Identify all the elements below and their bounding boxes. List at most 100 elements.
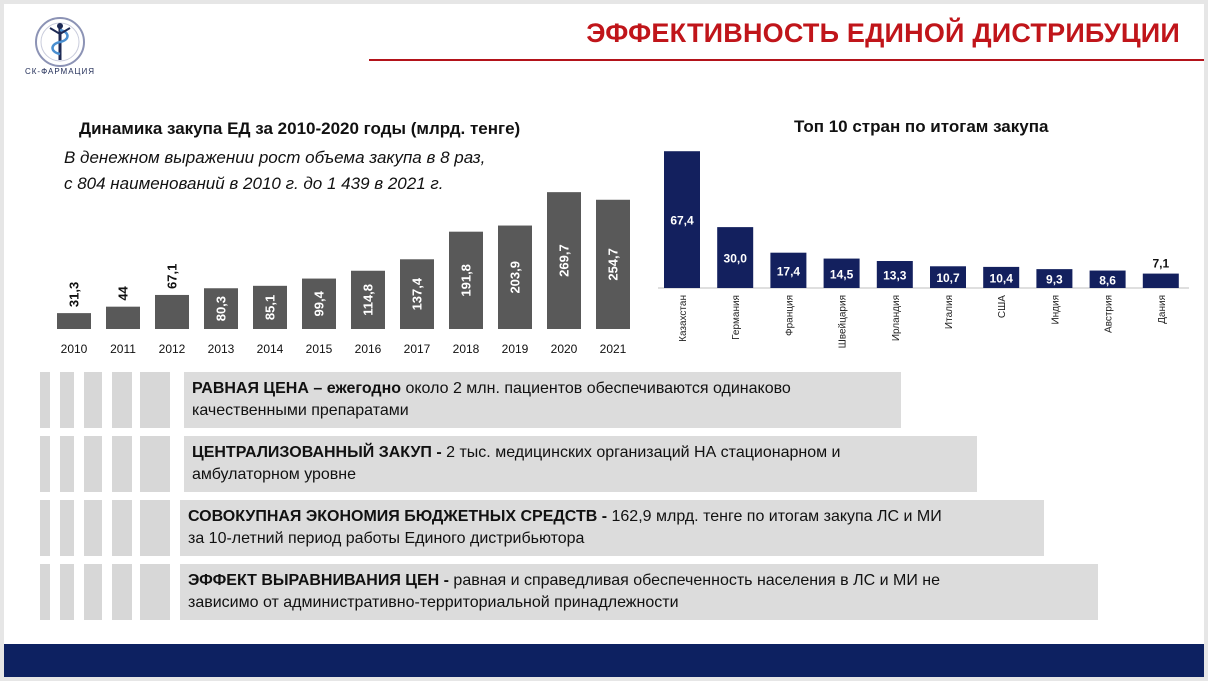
chart1-tick-2014: 2014 [257,342,284,356]
chart2-bar-Индия [1036,269,1073,288]
chart2-value-label-Казахстан: 67,4 [670,214,694,228]
logo-caption: СК-ФАРМАЦИЯ [24,67,96,76]
chart1-value-label-2016: 114,8 [361,284,376,316]
chart1-subtitle: В денежном выражении рост объема закупа … [64,145,485,197]
chart2-tick-Франция: Франция [784,295,795,336]
chart1-bar-2012 [155,294,189,329]
chart2-value-label-Ирландия: 13,3 [883,269,907,283]
band-equal-price-text: РАВНАЯ ЦЕНА – ежегодно около 2 млн. паци… [192,378,791,422]
chart2-bar-Дания [1142,273,1179,288]
chart1-value-label-2017: 137,4 [410,277,425,310]
band-price-equalization-text: ЭФФЕКТ ВЫРАВНИВАНИЯ ЦЕН - равная и справ… [188,570,940,614]
band-equal-price-line1: около 2 млн. пациентов обеспечиваются од… [401,380,791,397]
chart2-tick-Италия: Италия [944,295,955,329]
chart1-bar-2010 [57,313,91,329]
chart1-tick-2011: 2011 [110,342,136,356]
chart1-value-label-2012: 67,1 [165,264,180,289]
band-stripes-2 [40,436,170,492]
band-equal-price-bold: РАВНАЯ ЦЕНА – ежегодно [192,380,402,397]
chart2-tick-Германия: Германия [731,295,742,340]
chart1-tick-2013: 2013 [208,342,235,356]
chart1-subtitle-line-2: с 804 наименований в 2010 г. до 1 439 в … [64,174,444,193]
chart2-tick-Индия: Индия [1050,295,1061,325]
chart1-bar-2020 [547,192,581,329]
chart1-value-label-2014: 85,1 [263,295,278,320]
title-rule [369,59,1204,61]
chart1-tick-2015: 2015 [306,342,333,356]
chart1-bar-2015 [302,278,336,329]
logo-emblem [35,17,85,67]
chart1-value-label-2010: 31,3 [67,282,82,307]
band-stripes-1 [40,372,170,428]
chart2-bar-Швейцария [823,258,860,288]
footer-bar [4,644,1204,677]
chart2-title: Топ 10 стран по итогам закупа [794,117,1049,136]
chart1-value-label-2021: 254,7 [606,248,621,281]
band-centralized-purchase-line2: амбулаторном уровне [192,466,357,483]
chart1-tick-2019: 2019 [502,342,529,356]
band-budget-savings-line2: за 10-летний период работы Единого дистр… [188,530,585,547]
band-budget-savings-text: СОВОКУПНАЯ ЭКОНОМИЯ БЮДЖЕТНЫХ СРЕДСТВ - … [188,506,942,550]
chart1-bar-2019 [498,225,532,329]
chart1-tick-2017: 2017 [404,342,431,356]
chart2-bar-Ирландия [876,261,913,288]
chart2-value-label-Дания: 7,1 [1152,257,1169,271]
band-budget-savings-line1: 162,9 млрд. тенге по итогам закупа ЛС и … [607,508,942,525]
band-price-equalization-bold: ЭФФЕКТ ВЫРАВНИВАНИЯ ЦЕН - [188,572,449,589]
chart2-value-label-Австрия: 8,6 [1099,273,1116,287]
chart2-tick-Швейцария: Швейцария [838,295,849,348]
band-stripes-4 [40,564,170,620]
chart2-value-label-Индия: 9,3 [1046,273,1063,287]
chart1-value-label-2019: 203,9 [508,261,523,294]
chart1-tick-2012: 2012 [159,342,186,356]
band-equal-price-line2: качественными препаратами [192,402,409,419]
chart2-value-label-США: 10,4 [990,271,1014,285]
chart1-value-label-2011: 44 [116,285,131,300]
chart2-value-label-Германия: 30,0 [724,252,748,266]
chart2-bar-Италия [930,266,966,288]
band-stripes-3 [40,500,170,556]
chart2-value-label-Франция: 17,4 [777,264,801,278]
chart1-purchase-dynamics: 31,3 2010 44 2011 67,1 2012 80,3 2013 85,1 2014 99… [57,192,630,356]
chart1-value-label-2013: 80,3 [214,296,229,321]
band-budget-savings [180,500,1044,556]
band-price-equalization-line1: равная и справедливая обеспеченность нас… [448,572,940,589]
chart1-tick-2010: 2010 [61,342,88,356]
chart2-value-label-Италия: 10,7 [936,271,960,285]
chart2-tick-Ирландия: Ирландия [891,295,902,341]
chart1-bar-2016 [351,270,385,329]
chart2-bar-Франция [770,252,807,288]
page-title: ЭФФЕКТИВНОСТЬ ЕДИНОЙ ДИСТРИБУЦИИ [586,18,1180,48]
chart1-tick-2016: 2016 [355,342,382,356]
chart1-bar-2018 [449,231,483,329]
chart1-tick-2020: 2020 [551,342,578,356]
chart2-tick-Дания: Дания [1157,295,1168,324]
chart2-top-countries: 67,4 Казахстан 30,0 Германия 17,4 Франция 14,5… [658,151,1189,348]
chart2-value-label-Швейцария: 14,5 [830,267,854,281]
chart2-tick-Австрия: Австрия [1104,295,1115,333]
chart2-bar-Германия [717,227,754,288]
band-centralized-purchase-text: ЦЕНТРАЛИЗОВАННЫЙ ЗАКУП - 2 тыс. медицинс… [192,442,840,486]
chart1-bar-2021 [596,199,630,329]
band-price-equalization-line2: зависимо от административно-территориаль… [188,594,679,611]
chart1-bar-2011 [106,306,140,329]
chart2-tick-США: США [997,295,1008,318]
band-budget-savings-bold: СОВОКУПНАЯ ЭКОНОМИЯ БЮДЖЕТНЫХ СРЕДСТВ - [188,508,608,525]
chart2-bar-Казахстан [664,151,700,288]
chart1-tick-2018: 2018 [453,342,480,356]
slide: СК-ФАРМАЦИЯ ЭФФЕКТИВНОСТЬ ЕДИНОЙ ДИСТРИБ… [4,4,1204,677]
band-equal-price [184,372,901,428]
chart1-value-label-2020: 269,7 [557,244,572,277]
chart2-bar-США [983,266,1020,288]
chart1-value-label-2018: 191,8 [459,264,474,297]
chart1-tick-2021: 2021 [600,342,627,356]
chart2-bar-Австрия [1089,270,1126,288]
chart1-value-label-2015: 99,4 [312,290,327,316]
chart2-tick-Казахстан: Казахстан [678,295,689,342]
chart1-bar-2013 [204,288,238,329]
band-centralized-purchase-line1: 2 тыс. медицинских организаций НА стацио… [441,444,841,461]
chart1-bar-2014 [253,285,287,329]
chart1-bar-2017 [400,259,434,329]
band-centralized-purchase-bold: ЦЕНТРАЛИЗОВАННЫЙ ЗАКУП - [192,444,442,461]
chart1-title: Динамика закупа ЕД за 2010-2020 годы (мл… [79,119,521,138]
